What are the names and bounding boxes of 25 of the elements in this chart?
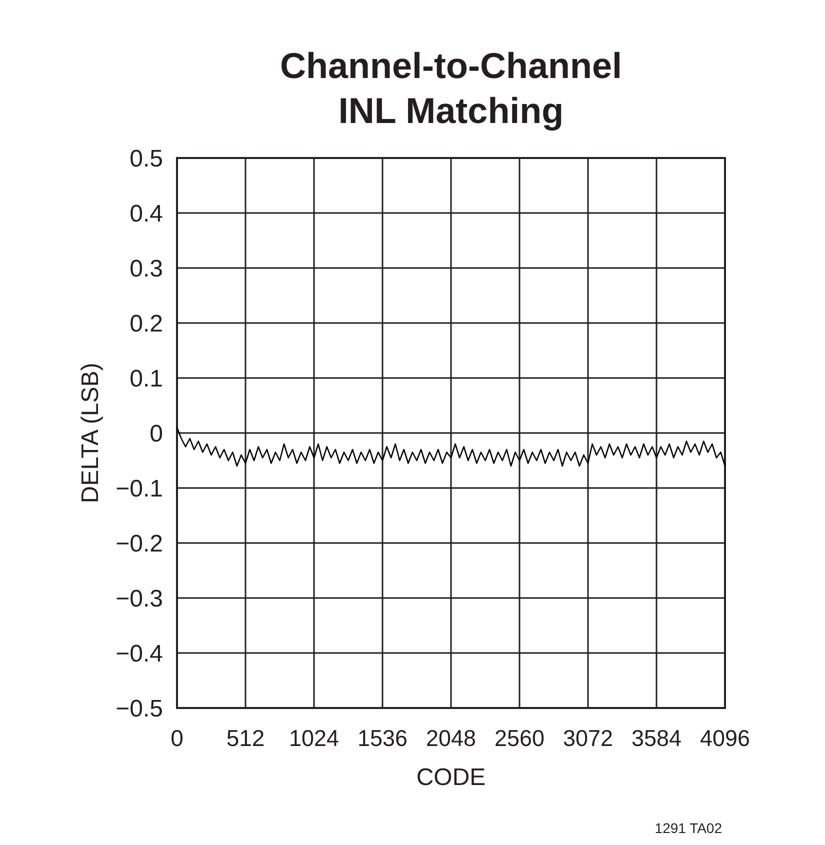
x-axis-title: CODE [416,764,486,791]
x-tick-label: 0 [170,725,184,751]
y-axis-title: DELTA (LSB) [77,362,104,504]
x-tick-label: 512 [226,725,265,751]
y-tick-label: 0 [150,420,163,448]
y-tick-label: 0.4 [130,200,163,228]
y-tick-label: −0.4 [116,640,163,668]
y-tick-label: 0.3 [130,255,163,282]
x-tick-label: 2560 [494,725,546,751]
x-tick-label: 1024 [289,725,340,751]
y-tick-label: 0.1 [130,365,163,392]
y-tick-label: 0.5 [130,145,163,172]
y-tick-label: 0.2 [130,310,163,338]
y-tick-label: −0.2 [116,530,163,558]
x-tick-label: 4096 [700,725,752,751]
x-tick-label: 2048 [426,725,478,751]
text: 1291 TA02 [654,820,722,836]
chart-title: Channel-to-Channel INL Matching [280,45,622,131]
x-tick-label: 3072 [563,725,614,751]
y-tick-label: −0.1 [116,475,163,502]
x-tick-label: 1536 [358,725,409,751]
y-tick-label: −0.5 [116,695,163,722]
line-series [176,426,726,467]
x-tick-label: 3584 [632,725,683,751]
y-tick-label: −0.3 [116,585,163,612]
